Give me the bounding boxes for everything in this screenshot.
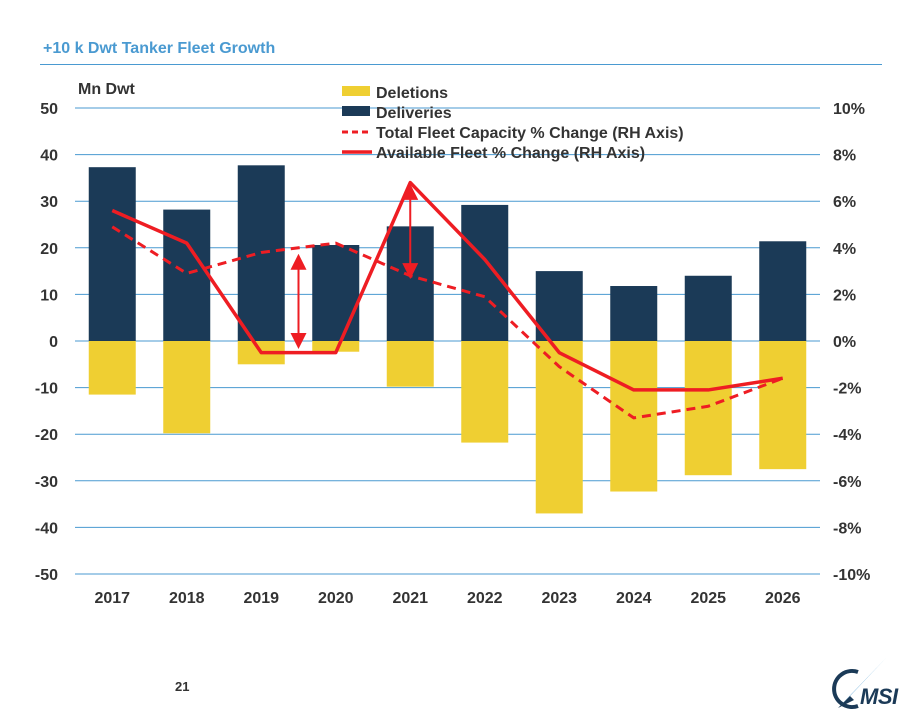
- deletions-bar: [461, 341, 509, 443]
- legend-deletions-swatch: [342, 86, 370, 96]
- deliveries-bar: [163, 209, 211, 341]
- x-tick-label: 2023: [541, 590, 577, 607]
- y2-tick-label: -6%: [833, 474, 861, 491]
- y-tick-label: -10: [35, 381, 58, 398]
- deliveries-bar: [684, 275, 732, 341]
- deletions-bar: [88, 341, 136, 395]
- logo-text: MSI: [860, 684, 898, 709]
- y-tick-label: -20: [35, 427, 58, 444]
- available-fleet-line: [111, 180, 784, 392]
- y-tick-label: -50: [35, 567, 58, 584]
- annotation-arrows: [290, 183, 419, 349]
- y2-tick-label: 0%: [833, 334, 856, 351]
- y-tick-label: -40: [35, 520, 58, 537]
- deletions-bar: [535, 341, 583, 514]
- deliveries-bar: [88, 167, 136, 341]
- x-tick-label: 2025: [690, 590, 726, 607]
- msi-logo: [832, 658, 886, 709]
- page-number: 21: [175, 679, 190, 694]
- y-axis-label: Mn Dwt: [78, 81, 136, 98]
- x-tick-label: 2018: [169, 590, 205, 607]
- x-axis: 2017 2018 2019 2020 2021 2022 2023 2024 2025 2026: [94, 590, 800, 607]
- y-tick-label: -30: [35, 474, 58, 491]
- left-axis: 50 40 30 20 10 0 -10 -20 -30 -40 -50: [35, 101, 58, 584]
- bar-series: [88, 165, 807, 514]
- y2-tick-label: 8%: [833, 148, 856, 165]
- y2-tick-label: -4%: [833, 427, 861, 444]
- y-tick-label: 0: [49, 334, 58, 351]
- legend-label: Deliveries: [376, 105, 452, 122]
- deliveries-bar: [610, 286, 658, 341]
- deletions-bar: [386, 341, 434, 387]
- y-tick-label: 10: [40, 287, 58, 304]
- logo-ring-icon: [832, 669, 859, 709]
- legend-label: Total Fleet Capacity % Change (RH Axis): [376, 125, 684, 142]
- y-tick-label: 50: [40, 101, 58, 118]
- y2-tick-label: 10%: [833, 101, 865, 118]
- deletions-bar: [163, 341, 211, 434]
- x-tick-label: 2017: [94, 590, 130, 607]
- y2-tick-label: 2%: [833, 287, 856, 304]
- right-axis: 10% 8% 6% 4% 2% 0% -2% -4% -6% -8% -10%: [833, 101, 870, 584]
- total-fleet-capacity-line: [111, 225, 784, 420]
- x-tick-label: 2019: [243, 590, 279, 607]
- y2-tick-label: -10%: [833, 567, 870, 584]
- y2-tick-label: 6%: [833, 194, 856, 211]
- x-tick-label: 2024: [616, 590, 652, 607]
- deliveries-bar: [535, 271, 583, 341]
- deletions-bar: [759, 341, 807, 470]
- legend: Deletions Deliveries Total Fleet Capacity …: [342, 85, 684, 162]
- title-divider: [40, 64, 882, 65]
- chart-title: +10 k Dwt Tanker Fleet Growth: [43, 40, 276, 57]
- line-series: [111, 180, 784, 420]
- deletions-bar: [312, 341, 360, 352]
- logo-compass-shadow-icon: [838, 696, 854, 708]
- y2-tick-label: -8%: [833, 520, 861, 537]
- deliveries-bar: [759, 241, 807, 341]
- legend-deliveries-swatch: [342, 106, 370, 116]
- legend-label: Deletions: [376, 85, 448, 102]
- x-tick-label: 2020: [318, 590, 354, 607]
- legend-label: Available Fleet % Change (RH Axis): [376, 145, 645, 162]
- y-tick-label: 20: [40, 241, 58, 258]
- x-tick-label: 2026: [765, 590, 801, 607]
- deliveries-bar: [312, 245, 360, 341]
- deliveries-bar: [461, 204, 509, 341]
- logo-compass-icon: [838, 658, 886, 708]
- x-tick-label: 2021: [392, 590, 428, 607]
- y2-tick-label: -2%: [833, 381, 861, 398]
- y-tick-label: 40: [40, 148, 58, 165]
- y2-tick-label: 4%: [833, 241, 856, 258]
- y-tick-label: 30: [40, 194, 58, 211]
- x-tick-label: 2022: [467, 590, 503, 607]
